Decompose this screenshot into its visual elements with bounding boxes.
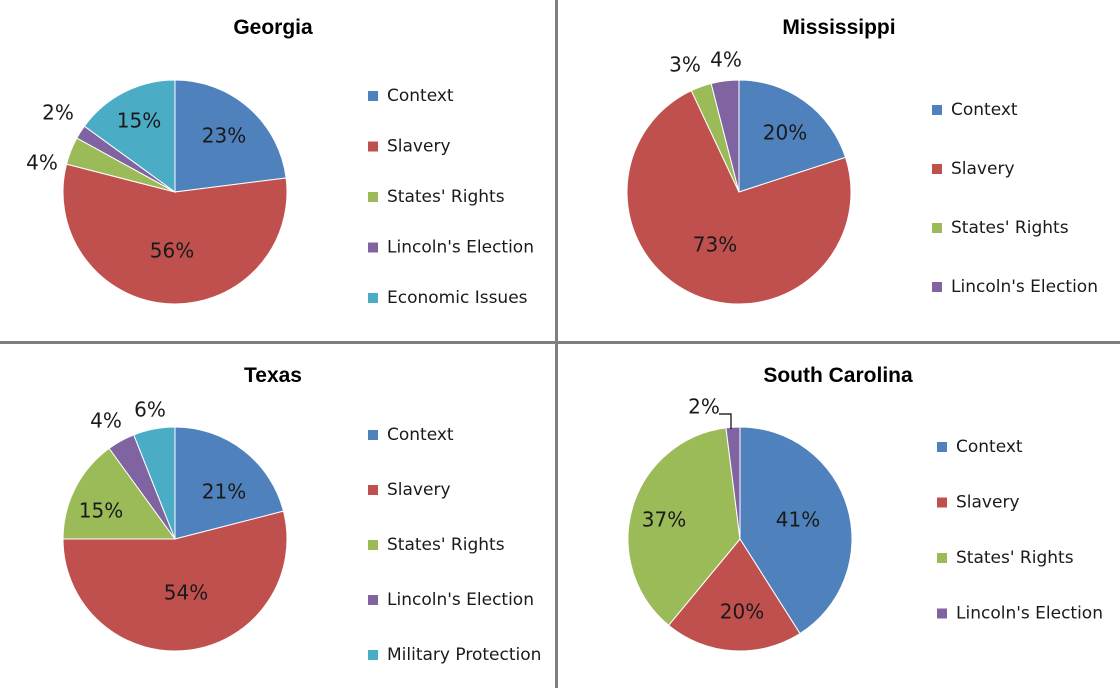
georgia-legend-economic-issues: Economic Issues: [387, 288, 528, 308]
mississippi-legend-lincoln-s-election: Lincoln's Election: [951, 277, 1098, 297]
south-carolina-chart-title: South Carolina: [763, 364, 913, 387]
mississippi-legend-slavery: Slavery: [951, 159, 1015, 179]
georgia-label-lincoln-s-election: 2%: [42, 101, 74, 125]
texas-slice-military-protection: [133, 426, 176, 540]
south-carolina-legend-states-rights: States' Rights: [956, 548, 1074, 568]
texas-label-lincoln-s-election: 4%: [90, 409, 122, 433]
texas-chart-title: Texas: [244, 364, 302, 387]
texas-slice-slavery: [62, 510, 288, 652]
georgia-label-economic-issues: 15%: [117, 109, 161, 133]
texas-slice-states-rights: [62, 447, 176, 540]
mississippi-legend-context: Context: [951, 100, 1018, 120]
texas-legend-context: Context: [387, 425, 454, 445]
mississippi-legend-states-rights: States' Rights: [951, 218, 1069, 238]
south-carolina-legend-slavery: Slavery: [956, 493, 1020, 513]
south-carolina-slice-slavery: [667, 538, 801, 652]
texas-label-context: 21%: [202, 480, 246, 504]
georgia-legend-slavery: Slavery: [387, 137, 451, 157]
texas-legend-states-rights: States' Rights: [387, 535, 505, 555]
mississippi-slice-slavery: [626, 89, 852, 305]
south-carolina-label-states-rights: 37%: [642, 508, 686, 532]
south-carolina-legend-swatch-slavery: [937, 497, 947, 508]
georgia-chart: Georgia 23% 56% 4% 2% 15% Context Slavery Stat…: [26, 16, 534, 308]
georgia-legend-swatch-states-rights: [368, 192, 378, 202]
texas-label-military-protection: 6%: [134, 398, 166, 422]
mississippi-slice-context: [738, 79, 847, 193]
texas-chart-panel: Texas 21% 54% 15% 4% 6% Context Slavery States…: [0, 345, 555, 688]
mississippi-legend-swatch-context: [932, 105, 942, 115]
mississippi-slice-lincoln-s-election: [710, 79, 740, 193]
texas-legend-military-protection: Military Protection: [387, 645, 541, 665]
mississippi-legend-swatch-slavery: [932, 164, 942, 174]
georgia-label-slavery: 56%: [150, 239, 194, 263]
mississippi-legend-swatch-states-rights: [932, 223, 942, 233]
georgia-legend-swatch-lincoln-s-election: [368, 242, 378, 253]
south-carolina-leader-line: [719, 413, 732, 429]
texas-legend-slavery: Slavery: [387, 480, 451, 500]
horizontal-divider: [0, 341, 1120, 344]
south-carolina-chart: South Carolina 41% 20% 37% 2% Context Slaver…: [627, 364, 1103, 652]
texas-legend-swatch-lincoln-s-election: [368, 595, 378, 605]
texas-legend-swatch-slavery: [368, 485, 378, 495]
georgia-slice-context: [174, 79, 287, 193]
texas-chart: Texas 21% 54% 15% 4% 6% Context Slavery States…: [62, 364, 541, 665]
texas-legend-swatch-states-rights: [368, 540, 378, 550]
texas-legend-swatch-military-protection: [368, 650, 378, 660]
south-carolina-label-context: 41%: [776, 508, 820, 532]
georgia-chart-panel: Georgia 23% 56% 4% 2% 15% Context Slavery Stat…: [0, 0, 555, 341]
mississippi-chart: Mississippi 20% 73% 3% 4% Context Slavery Sta…: [626, 16, 1098, 305]
georgia-slice-economic-issues: [83, 79, 176, 193]
texas-legend-lincoln-s-election: Lincoln's Election: [387, 590, 534, 610]
mississippi-label-context: 20%: [763, 121, 807, 145]
mississippi-chart-panel: Mississippi 20% 73% 3% 4% Context Slavery Sta…: [559, 0, 1120, 341]
south-carolina-legend-swatch-states-rights: [937, 553, 947, 563]
south-carolina-legend-lincoln-s-election: Lincoln's Election: [956, 604, 1103, 624]
mississippi-legend-swatch-lincoln-s-election: [932, 282, 942, 292]
south-carolina-chart-panel: South Carolina 41% 20% 37% 2% Context Slaver…: [559, 345, 1120, 688]
south-carolina-label-slavery: 20%: [720, 600, 764, 624]
georgia-label-states-rights: 4%: [26, 151, 58, 175]
south-carolina-slice-lincoln-s-election: [725, 426, 741, 540]
texas-slice-context: [174, 426, 285, 540]
south-carolina-slice-context: [739, 426, 853, 635]
south-carolina-legend-swatch-context: [937, 442, 947, 452]
georgia-legend-swatch-context: [368, 91, 378, 101]
georgia-legend-swatch-economic-issues: [368, 293, 378, 303]
mississippi-label-slavery: 73%: [693, 233, 737, 257]
vertical-divider: [555, 0, 558, 688]
south-carolina-label-lincoln-s-election: 2%: [688, 395, 720, 419]
georgia-legend-swatch-slavery: [368, 141, 378, 152]
mississippi-label-states-rights: 3%: [669, 53, 701, 77]
south-carolina-legend-swatch-lincoln-s-election: [937, 608, 947, 619]
mississippi-label-lincoln-s-election: 4%: [710, 48, 742, 72]
texas-legend-swatch-context: [368, 430, 378, 440]
georgia-label-context: 23%: [202, 124, 246, 148]
georgia-legend-states-rights: States' Rights: [387, 187, 505, 207]
georgia-chart-title: Georgia: [233, 16, 313, 39]
south-carolina-legend-context: Context: [956, 437, 1023, 457]
texas-label-slavery: 54%: [164, 581, 208, 605]
texas-label-states-rights: 15%: [79, 499, 123, 523]
mississippi-chart-title: Mississippi: [782, 16, 895, 39]
georgia-legend-context: Context: [387, 86, 454, 106]
south-carolina-slice-states-rights: [627, 427, 741, 627]
georgia-legend-lincoln-s-election: Lincoln's Election: [387, 238, 534, 258]
georgia-slice-slavery: [62, 163, 288, 305]
